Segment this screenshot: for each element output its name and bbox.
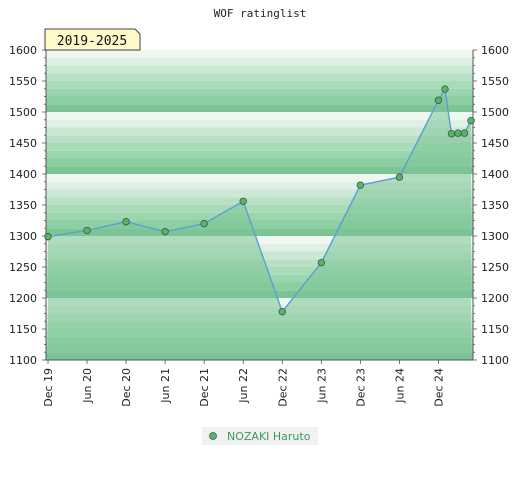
data-point: [395, 173, 404, 181]
background-band: [46, 50, 473, 58]
y-tick-label: 1450: [481, 137, 509, 150]
background-band: [46, 112, 473, 120]
background-band: [46, 65, 473, 74]
background-band: [46, 212, 473, 221]
x-tick-label: Dec 24: [432, 368, 445, 407]
legend-label: NOZAKI Haruto: [227, 430, 311, 443]
y-tick-label: 1600: [9, 44, 37, 57]
data-point: [44, 232, 52, 241]
background-band: [46, 96, 473, 105]
x-tick-label: Dec 20: [120, 368, 133, 407]
x-tick-label: Dec 21: [198, 368, 211, 407]
data-point: [239, 197, 247, 205]
y-tick-label: 1200: [481, 292, 509, 305]
y-tick-label: 1500: [481, 106, 509, 119]
data-point: [434, 96, 443, 104]
data-point: [278, 307, 286, 316]
x-tick-label: Dec 19: [42, 368, 55, 407]
background-band: [46, 127, 473, 136]
x-tick-label: Dec 23: [354, 368, 367, 407]
y-tick-label: 1300: [481, 230, 509, 243]
y-tick-label: 1400: [9, 168, 37, 181]
background-band: [46, 189, 473, 198]
background-band: [46, 197, 473, 205]
y-tick-labels-right: 1100 1150 1200 1250 1300 1350 1400 1450 1500 1550…: [481, 44, 509, 367]
x-tick-label: Jun 20: [81, 368, 94, 404]
data-point: [447, 129, 456, 138]
data-point: [122, 218, 130, 226]
background-band: [46, 150, 473, 159]
background-band: [46, 135, 473, 143]
legend[interactable]: NOZAKI Haruto: [202, 427, 318, 445]
background-band: [46, 205, 473, 213]
background-band: [46, 228, 473, 236]
background-band: [46, 166, 473, 174]
background-band: [46, 181, 473, 190]
y-tick-label: 1550: [481, 75, 509, 88]
data-point: [454, 129, 462, 137]
series-area: [48, 89, 471, 360]
data-point: [356, 181, 365, 189]
data-point: [161, 227, 169, 236]
year-range-badge: 2019-2025: [44, 28, 141, 51]
background-band: [46, 88, 473, 97]
data-point: [317, 258, 326, 267]
background-band: [46, 73, 473, 81]
area-fill-layer: [48, 89, 471, 360]
y-tick-label: 1200: [9, 292, 37, 305]
y-tick-label: 1350: [481, 199, 509, 212]
legend-marker: [209, 432, 217, 440]
x-tick-label: Jun 23: [315, 368, 328, 404]
background-band: [46, 236, 473, 244]
background-band: [46, 158, 473, 167]
background-band: [46, 57, 473, 66]
data-point: [441, 85, 449, 93]
background-band: [46, 119, 473, 128]
x-tick-label: Jun 21: [159, 368, 172, 404]
data-point: [200, 219, 208, 228]
data-point: [467, 116, 475, 125]
y-tick-labels-left: 1100 1150 1200 1250 1300 1350 1400 1450 1500 1550…: [9, 44, 37, 367]
y-tick-label: 1400: [481, 168, 509, 181]
legend-box: [202, 427, 318, 445]
background-band: [46, 104, 473, 112]
y-tick-label: 1300: [9, 230, 37, 243]
data-point: [83, 226, 91, 235]
y-tick-label: 1250: [481, 261, 509, 274]
background-band: [46, 81, 473, 89]
x-tick-label: Jun 24: [393, 368, 406, 404]
x-tick-label: Jun 22: [237, 368, 250, 404]
data-point: [460, 129, 469, 137]
axes: [42, 49, 477, 364]
y-tick-label: 1150: [481, 323, 509, 336]
badge-shape: [44, 28, 141, 51]
background-band: [46, 143, 473, 151]
y-tick-label: 1350: [9, 199, 37, 212]
chart-title: WOF ratinglist: [214, 7, 307, 20]
y-tick-label: 1600: [481, 44, 509, 57]
x-tick-labels: Dec 19 Jun 20 Dec 20 Jun 21 Dec 21 Jun 22 Dec …: [42, 368, 445, 407]
y-tick-label: 1550: [9, 75, 37, 88]
y-tick-label: 1500: [9, 106, 37, 119]
background-band: [46, 174, 473, 182]
y-tick-label: 1150: [9, 323, 37, 336]
badge-label: 2019-2025: [57, 34, 127, 49]
x-tick-label: Dec 22: [276, 368, 289, 407]
y-tick-label: 1450: [9, 137, 37, 150]
y-tick-label: 1100: [481, 354, 509, 367]
background-band: [46, 220, 473, 229]
series-markers: [44, 85, 475, 316]
y-tick-label: 1100: [9, 354, 37, 367]
y-tick-label: 1250: [9, 261, 37, 274]
